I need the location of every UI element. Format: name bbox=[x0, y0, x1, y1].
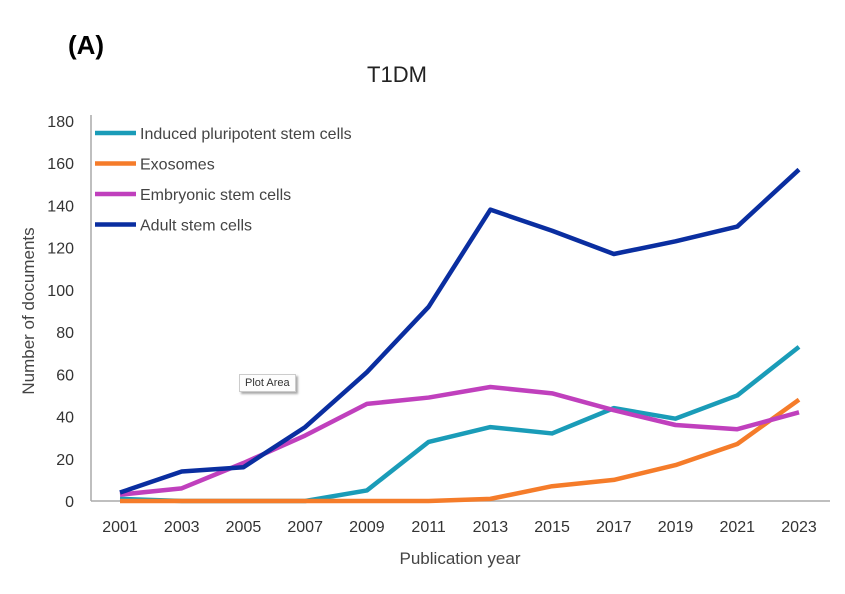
x-tick-label: 2009 bbox=[349, 519, 385, 536]
x-tick-label: 2021 bbox=[719, 519, 755, 536]
y-tick-label: 100 bbox=[47, 283, 74, 300]
x-tick-label: 2003 bbox=[164, 519, 200, 536]
legend-label: Induced pluripotent stem cells bbox=[140, 126, 352, 143]
y-tick-label: 160 bbox=[47, 156, 74, 173]
y-tick-label: 20 bbox=[56, 452, 74, 469]
y-tick-label: 60 bbox=[56, 367, 74, 384]
legend-label: Adult stem cells bbox=[140, 218, 252, 235]
x-tick-label: 2023 bbox=[781, 519, 817, 536]
x-tick-label: 2019 bbox=[658, 519, 694, 536]
x-tick-label: 2015 bbox=[534, 519, 570, 536]
series-line-0 bbox=[119, 345, 801, 504]
series-line-3 bbox=[119, 167, 801, 495]
series-line-1 bbox=[120, 397, 801, 504]
chart-title: T1DM bbox=[367, 62, 427, 87]
x-tick-label: 2005 bbox=[226, 519, 262, 536]
series-line-2 bbox=[119, 384, 800, 497]
x-tick-label: 2017 bbox=[596, 519, 632, 536]
x-tick-label: 2013 bbox=[473, 519, 509, 536]
legend-label: Embryonic stem cells bbox=[140, 187, 291, 204]
y-tick-label: 40 bbox=[56, 410, 74, 427]
panel-label: (A) bbox=[68, 30, 105, 60]
x-tick-label: 2001 bbox=[102, 519, 138, 536]
y-tick-label: 180 bbox=[47, 114, 74, 131]
y-tick-label: 120 bbox=[47, 241, 74, 258]
y-tick-label: 140 bbox=[47, 198, 74, 215]
x-tick-label: 2011 bbox=[411, 519, 446, 536]
plot-area-tooltip: Plot Area bbox=[239, 374, 296, 392]
x-axis-label: Publication year bbox=[400, 549, 521, 568]
y-tick-label: 80 bbox=[56, 325, 74, 342]
y-axis-label: Number of documents bbox=[19, 227, 38, 394]
x-tick-label: 2007 bbox=[287, 519, 323, 536]
y-tick-label: 0 bbox=[65, 494, 74, 511]
legend-label: Exosomes bbox=[140, 157, 215, 174]
